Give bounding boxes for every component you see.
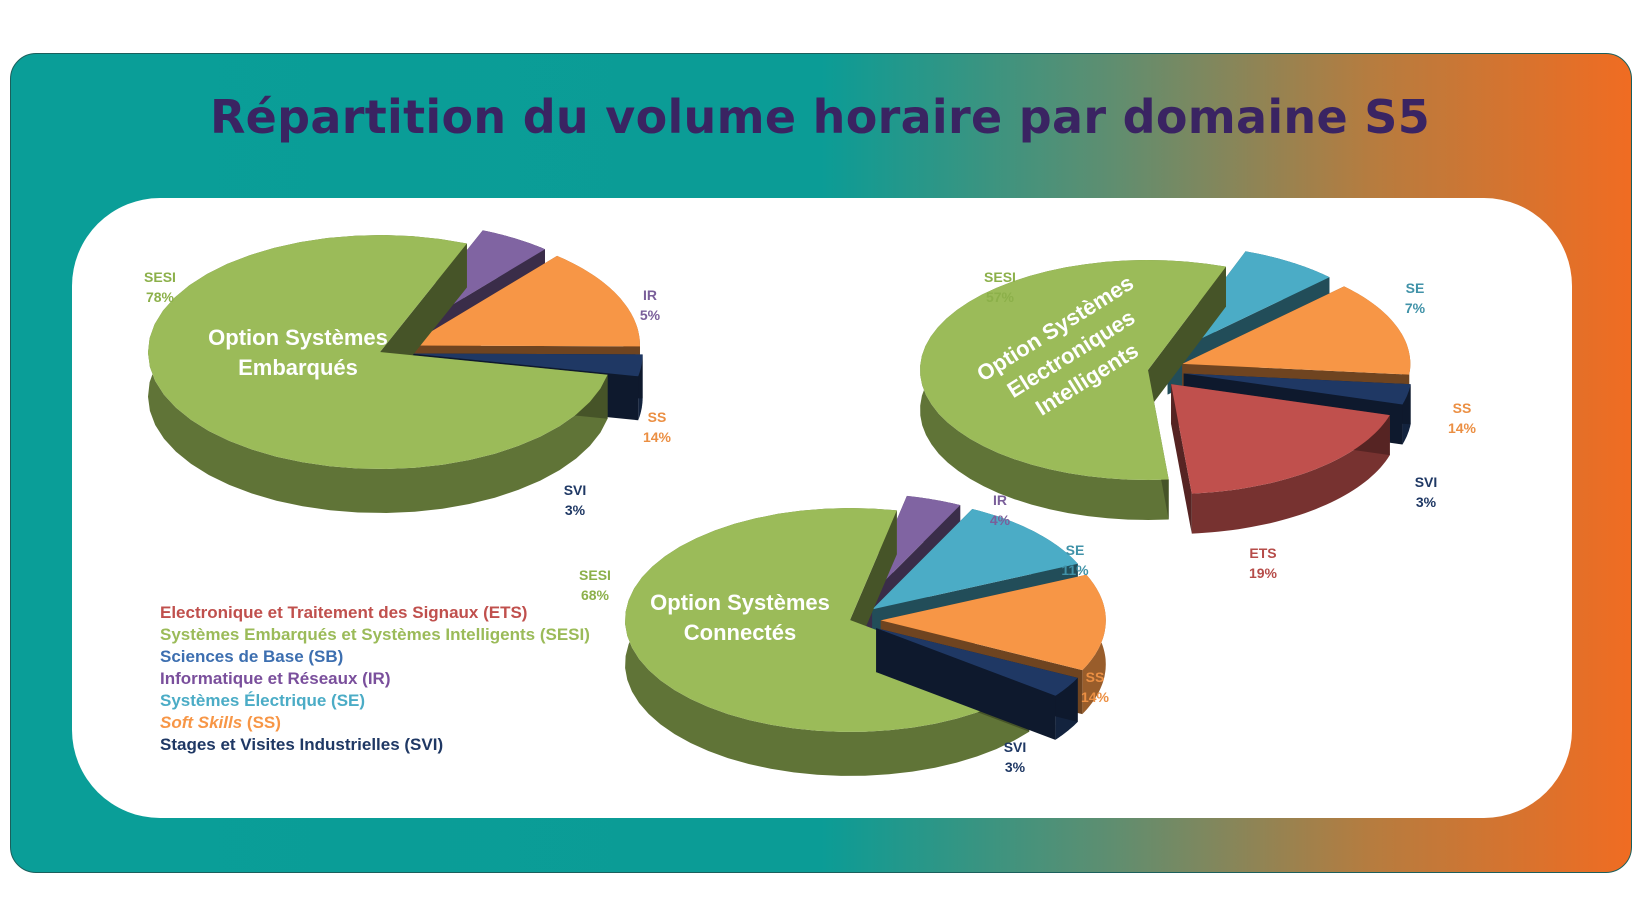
slice-label-svi: SVI — [1415, 474, 1438, 490]
slice-top — [880, 574, 1106, 671]
slice-label-se: SE — [1406, 280, 1425, 296]
slice-value-ir: 5% — [640, 307, 661, 323]
slice-top — [407, 255, 640, 347]
slice-label-sesi: SESI — [984, 269, 1016, 285]
slice-cut-wall — [1171, 384, 1192, 534]
legend-italic-text: Soft Skills — [160, 713, 243, 732]
slice-top — [1171, 384, 1390, 494]
slice-value-svi: 3% — [1005, 759, 1026, 775]
slice-value-se: 11% — [1061, 562, 1089, 578]
legend-item-se: Systèmes Électrique (SE) — [160, 690, 590, 712]
legend-item-ir: Informatique et Réseaux (IR) — [160, 668, 590, 690]
slice-label-ir: IR — [643, 287, 657, 303]
slice-label-ss: SS — [1086, 669, 1105, 685]
legend-text: Electronique et Traitement des Signaux (… — [160, 603, 528, 622]
pie-chart-1: SESI 78% IR 5% SS 14% SVI 3% Option Systèmes Emba… — [144, 230, 672, 518]
slice-label-svi: SVI — [564, 482, 587, 498]
slice-value-sesi: 68% — [581, 587, 610, 603]
pie-slice-svi — [876, 628, 1078, 740]
pie-center-title-line: Option Systèmes — [208, 325, 388, 350]
legend-text: Sciences de Base (SB) — [160, 647, 344, 666]
legend-text: Systèmes Embarqués et Systèmes Intellige… — [160, 625, 590, 644]
legend: Electronique et Traitement des Signaux (… — [160, 602, 590, 756]
slice-side-wall — [1191, 415, 1390, 534]
slice-top — [1183, 373, 1411, 405]
slice-label-se: SE — [1066, 542, 1085, 558]
slice-top — [410, 353, 643, 377]
legend-item-ss: Soft Skills (SS) — [160, 712, 590, 734]
slice-value-sesi: 57% — [986, 289, 1015, 305]
legend-item-svi: Stages et Visites Industrielles (SVI) — [160, 734, 590, 756]
slice-value-ss: 14% — [1081, 689, 1110, 705]
slice-value-se: 7% — [1405, 300, 1426, 316]
slice-top — [1182, 286, 1411, 375]
legend-text: Informatique et Réseaux (IR) — [160, 669, 391, 688]
slice-cut-wall — [1148, 266, 1226, 410]
slice-label-ss: SS — [1453, 400, 1472, 416]
slice-value-ir: 4% — [990, 512, 1011, 528]
legend-text: Stages et Visites Industrielles (SVI) — [160, 735, 444, 754]
pie-center-title-line: Embarqués — [238, 355, 358, 380]
legend-item-sesi: Systèmes Embarqués et Systèmes Intellige… — [160, 624, 590, 646]
legend-text: Soft Skills (SS) — [160, 713, 281, 732]
slice-value-ss: 14% — [643, 429, 672, 445]
slice-label-ir: IR — [993, 492, 1007, 508]
slice-value-svi: 3% — [1416, 494, 1437, 510]
slice-top — [920, 260, 1226, 480]
pie-chart-3: SESI 68% IR 4% SE 11% SS 14% SVI 3% Option Système… — [579, 492, 1110, 776]
slice-label-ets: ETS — [1249, 545, 1276, 561]
pie-slice-ets — [1171, 384, 1390, 534]
slice-top — [148, 235, 608, 469]
slice-value-ss: 14% — [1448, 420, 1477, 436]
slice-value-svi: 3% — [565, 502, 586, 518]
slice-label-ss: SS — [648, 409, 667, 425]
legend-text: Systèmes Électrique (SE) — [160, 691, 366, 710]
slice-label-sesi: SESI — [579, 567, 611, 583]
slice-top — [872, 509, 1078, 610]
slice-label-sesi: SESI — [144, 269, 176, 285]
legend-item-sb: Sciences de Base (SB) — [160, 646, 590, 668]
slice-value-sesi: 78% — [146, 289, 175, 305]
pie-center-title: Option Systèmes Embarqués — [208, 325, 388, 380]
pie-center-title-line: Option Systèmes — [650, 590, 830, 615]
pie-center-title-line: Connectés — [684, 620, 796, 645]
slice-top — [876, 628, 1078, 696]
slide-title: Répartition du volume horaire par domain… — [209, 90, 1431, 144]
legend-item-ets: Electronique et Traitement des Signaux (… — [160, 602, 590, 624]
pie-center-title: Option Systèmes Connectés — [650, 590, 830, 645]
slice-side-wall — [625, 508, 1030, 776]
slice-cut-wall — [876, 628, 1056, 740]
pie-slice-sesi — [920, 260, 1226, 520]
pie-slice-sesi — [148, 235, 608, 513]
slice-value-ets: 19% — [1249, 565, 1278, 581]
slice-label-svi: SVI — [1004, 739, 1027, 755]
